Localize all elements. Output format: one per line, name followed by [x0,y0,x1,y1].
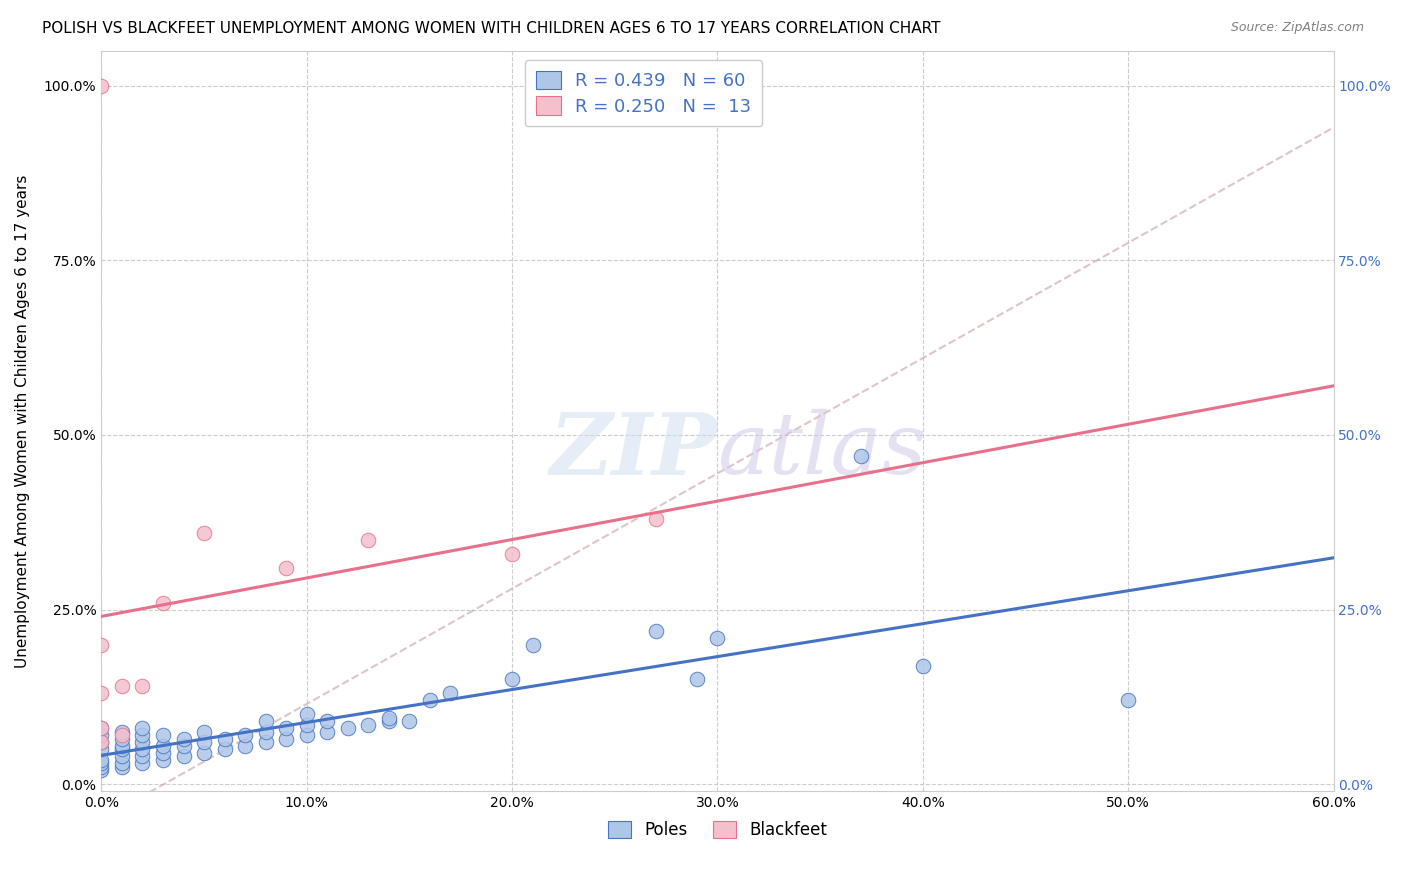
Point [131,680,153,694]
Point [851,449,873,463]
Point [173,749,195,764]
Point [233,739,256,753]
Point [419,693,441,707]
Point [276,560,298,574]
Point [90,742,112,756]
Point [90,735,112,749]
Point [152,596,174,610]
Point [90,753,112,767]
Point [173,739,195,753]
Point [501,673,523,687]
Point [111,760,134,774]
Point [501,547,523,561]
Legend: Poles, Blackfeet: Poles, Blackfeet [600,814,834,846]
Text: atlas: atlas [717,409,927,491]
Point [254,714,277,729]
Point [439,686,461,700]
Point [336,722,359,736]
Point [398,714,420,729]
Text: POLISH VS BLACKFEET UNEMPLOYMENT AMONG WOMEN WITH CHILDREN AGES 6 TO 17 YEARS CO: POLISH VS BLACKFEET UNEMPLOYMENT AMONG W… [42,21,941,36]
Point [131,722,153,736]
Point [193,724,215,739]
Point [193,525,215,540]
Point [378,711,401,725]
Point [254,735,277,749]
Point [90,735,112,749]
Point [644,624,666,638]
Point [911,658,934,673]
Point [90,760,112,774]
Point [90,722,112,736]
Point [1116,693,1139,707]
Point [131,735,153,749]
Point [111,680,134,694]
Point [90,722,112,736]
Point [131,742,153,756]
Point [193,746,215,760]
Point [173,731,195,746]
Point [295,707,318,722]
Point [111,756,134,771]
Point [131,728,153,742]
Text: ZIP: ZIP [550,409,717,492]
Point [90,756,112,771]
Point [378,714,401,729]
Point [686,673,709,687]
Point [90,686,112,700]
Point [193,735,215,749]
Point [276,722,298,736]
Point [111,742,134,756]
Text: Source: ZipAtlas.com: Source: ZipAtlas.com [1230,21,1364,34]
Point [316,724,339,739]
Point [316,714,339,729]
Point [111,724,134,739]
Point [706,631,728,645]
Point [644,512,666,526]
Point [152,739,174,753]
Point [131,756,153,771]
Point [254,724,277,739]
Point [357,718,380,732]
Point [152,746,174,760]
Point [111,749,134,764]
Point [295,728,318,742]
Point [111,739,134,753]
Point [276,731,298,746]
Point [90,638,112,652]
Point [90,78,112,93]
Point [111,728,134,742]
Point [214,742,236,756]
Point [152,753,174,767]
Point [295,718,318,732]
Point [357,533,380,547]
Point [90,764,112,778]
Point [522,638,544,652]
Point [131,749,153,764]
Point [152,728,174,742]
Y-axis label: Unemployment Among Women with Children Ages 6 to 17 years: Unemployment Among Women with Children A… [15,174,30,668]
Point [233,728,256,742]
Point [111,731,134,746]
Point [90,728,112,742]
Point [214,731,236,746]
